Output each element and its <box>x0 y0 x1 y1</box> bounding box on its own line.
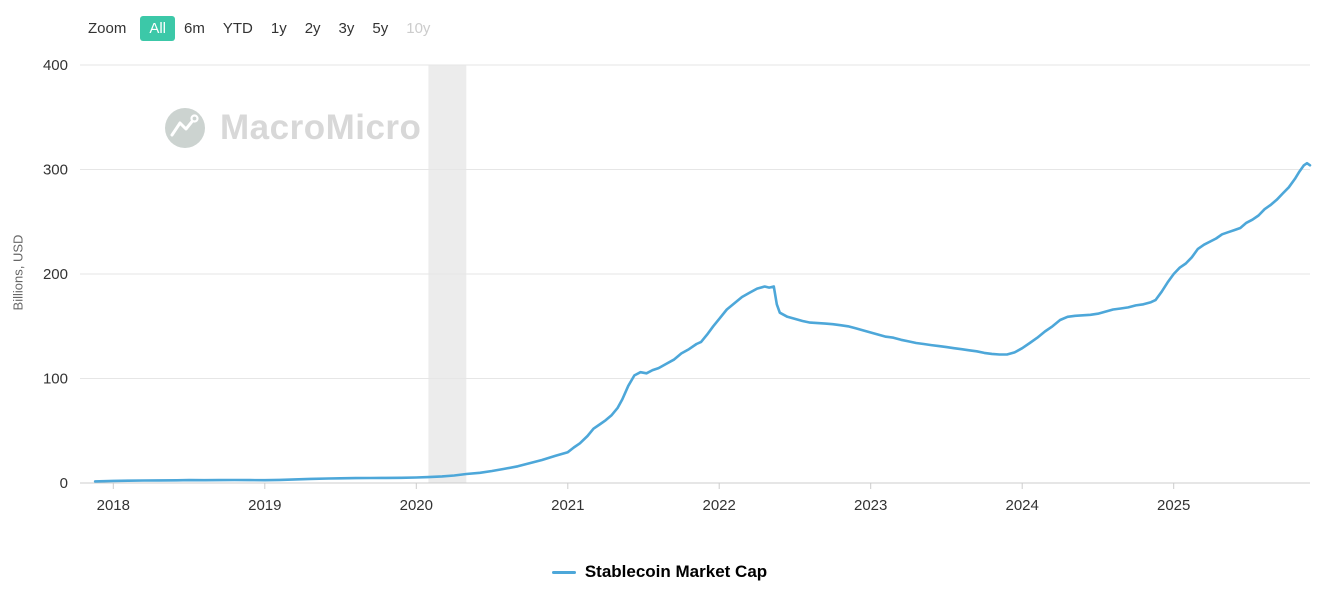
y-tick-label: 400 <box>43 57 68 74</box>
series-line[interactable] <box>93 161 1312 483</box>
zoom-button-ytd[interactable]: YTD <box>222 20 253 37</box>
x-tick-label: 2021 <box>551 497 584 514</box>
plot-area: 0 100 200 300 400 2018 2019 2020 2021 2022 2023 202… <box>43 57 1312 514</box>
zoom-button-3y[interactable]: 3y <box>338 20 355 37</box>
zoom-button-6m[interactable]: 6m <box>184 20 205 37</box>
x-tick-label: 2024 <box>1006 497 1039 514</box>
y-tick-label: 0 <box>60 475 68 492</box>
x-tick-label: 2025 <box>1157 497 1190 514</box>
x-tick-label: 2023 <box>854 497 887 514</box>
zoom-buttons-group: All 6m YTD 1y 2y 3y 5y 10y <box>140 16 439 41</box>
y-tick-label: 300 <box>43 162 68 179</box>
x-tick-label: 2022 <box>703 497 736 514</box>
legend[interactable]: Stablecoin Market Cap <box>0 562 1319 582</box>
x-tick-label: 2018 <box>97 497 130 514</box>
zoom-button-all[interactable]: All <box>140 16 176 41</box>
zoom-button-10y: 10y <box>406 20 431 37</box>
x-tick-label: 2020 <box>400 497 433 514</box>
zoom-label: Zoom <box>88 20 127 37</box>
y-tick-label: 200 <box>43 266 68 283</box>
zoom-toolbar: Zoom All 6m YTD 1y 2y 3y 5y 10y <box>88 16 439 41</box>
zoom-button-1y[interactable]: 1y <box>270 20 287 37</box>
y-tick-label: 100 <box>43 371 68 388</box>
legend-label: Stablecoin Market Cap <box>584 562 768 581</box>
legend-line-marker <box>551 570 576 574</box>
x-tick-label: 2019 <box>248 497 281 514</box>
zoom-button-2y[interactable]: 2y <box>304 20 321 37</box>
zoom-button-5y[interactable]: 5y <box>372 20 389 37</box>
